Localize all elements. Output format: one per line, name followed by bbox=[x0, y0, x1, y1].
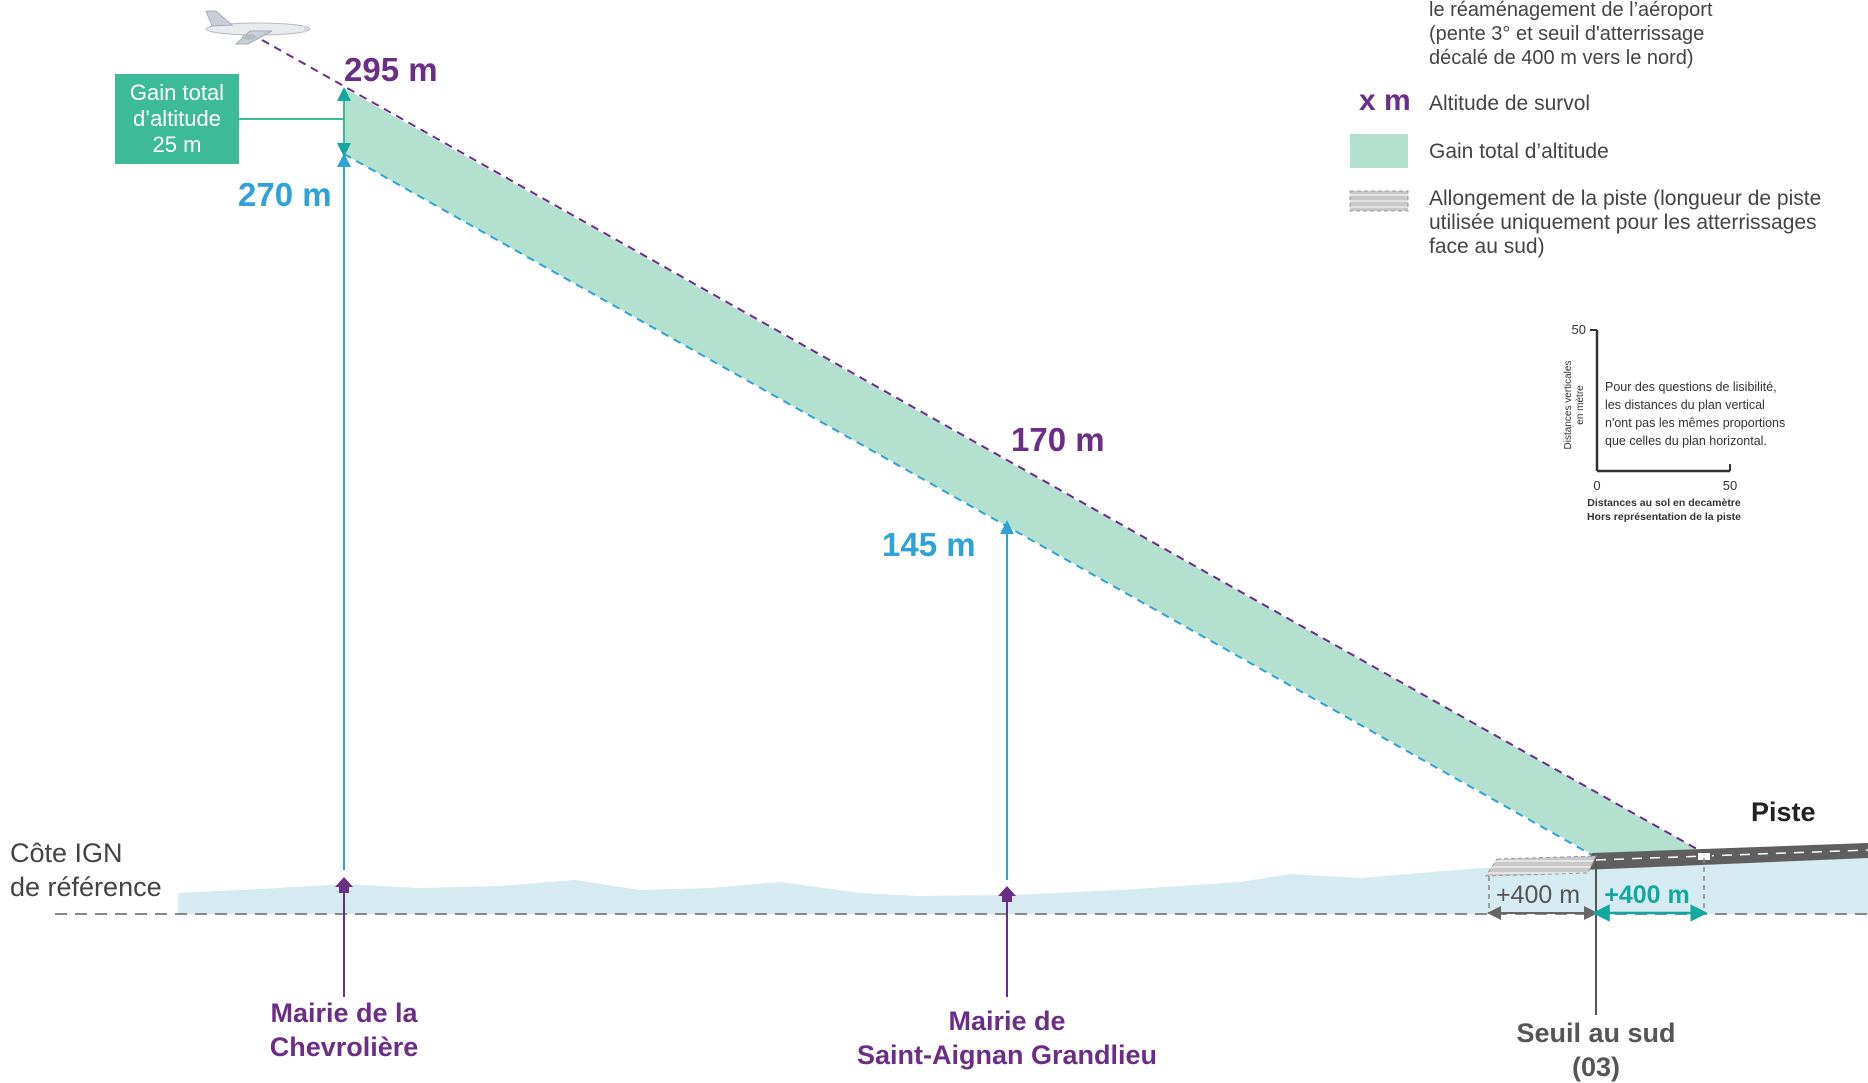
gain-box-line-2: d’altitude bbox=[133, 106, 221, 131]
legend-heading-line-1: le réaménagement de l’aéroport bbox=[1429, 0, 1713, 21]
airplane-icon bbox=[205, 10, 311, 45]
inset-note-line-3: n'ont pas les mêmes proportions bbox=[1605, 416, 1785, 430]
inset-x-axis-label-2: Hors représentation de la piste bbox=[1587, 511, 1741, 523]
legend-xm-symbol: x m bbox=[1359, 84, 1411, 117]
runway-extension bbox=[1485, 855, 1597, 877]
legend-xm-label: Altitude de survol bbox=[1429, 92, 1590, 115]
saint-aignan-old-altitude: 145 m bbox=[882, 526, 976, 563]
inset-origin-label: 0 bbox=[1593, 478, 1600, 493]
gain-total-box bbox=[115, 74, 239, 164]
inset-y-axis-label-2: en mètre bbox=[1575, 385, 1586, 425]
reference-label-line-1: Côte IGN bbox=[10, 838, 123, 868]
runway-label: Piste bbox=[1751, 797, 1816, 827]
legend-runway-ext-line-1: Allongement de la piste (longueur de pis… bbox=[1429, 187, 1821, 210]
inset-note-line-4: que celles du plan horizontal. bbox=[1605, 434, 1767, 448]
runway-centerline bbox=[1595, 849, 1868, 861]
terrain-profile bbox=[178, 850, 1868, 914]
legend-runway-ext-swatch bbox=[1349, 190, 1409, 212]
chevroliere-label-line-1: Mairie de la bbox=[270, 998, 418, 1028]
old-glide-path bbox=[343, 153, 1593, 856]
inset-x-axis-label-1: Distances au sol en decamètre bbox=[1587, 497, 1741, 509]
legend-gain-label: Gain total d’altitude bbox=[1429, 140, 1609, 163]
saint-aignan-new-altitude: 170 m bbox=[1011, 421, 1105, 458]
house-icon bbox=[998, 886, 1016, 902]
gain-box-line-3: 25 m bbox=[153, 132, 202, 157]
legend-runway-ext-line-3: face au sud) bbox=[1429, 235, 1545, 258]
new-glide-path bbox=[261, 39, 1705, 854]
chevroliere-new-altitude: 295 m bbox=[344, 51, 438, 88]
threshold-label-line-1: Seuil au sud bbox=[1516, 1018, 1675, 1048]
inset-note-line-2: les distances du plan vertical bbox=[1605, 398, 1765, 412]
legend-gain-swatch bbox=[1350, 134, 1408, 168]
gain-box-line-1: Gain total bbox=[130, 80, 224, 105]
saint-aignan-label-line-2: Saint-Aignan Grandlieu bbox=[857, 1040, 1157, 1070]
inset-note-line-1: Pour des questions de lisibilité, bbox=[1605, 380, 1777, 394]
offset-right-label: +400 m bbox=[1604, 881, 1690, 909]
threshold-label-line-2: (03) bbox=[1572, 1052, 1620, 1082]
scale-inset: 50 0 50 Distances verticales en mètre Po… bbox=[1563, 322, 1785, 523]
inset-y-tick-label: 50 bbox=[1572, 322, 1586, 337]
offset-left-label: +400 m bbox=[1496, 881, 1580, 909]
reference-label-line-2: de référence bbox=[10, 872, 162, 902]
legend: le réaménagement de l’aéroport (pente 3°… bbox=[1349, 0, 1821, 258]
legend-heading-line-2: (pente 3° et seuil d'atterrissage bbox=[1429, 23, 1704, 45]
legend-runway-ext-line-2: utilisée uniquement pour les atterrissag… bbox=[1429, 211, 1817, 234]
house-icon bbox=[335, 877, 353, 893]
saint-aignan-label-line-1: Mairie de bbox=[948, 1006, 1065, 1036]
inset-x-tick-label: 50 bbox=[1723, 478, 1737, 493]
chevroliere-old-altitude: 270 m bbox=[238, 176, 332, 213]
runway bbox=[1582, 843, 1868, 870]
legend-heading-line-3: décalé de 400 m vers le nord) bbox=[1429, 47, 1694, 69]
inset-y-axis-label-1: Distances verticales bbox=[1563, 361, 1574, 450]
chevroliere-label-line-2: Chevrolière bbox=[270, 1032, 419, 1062]
